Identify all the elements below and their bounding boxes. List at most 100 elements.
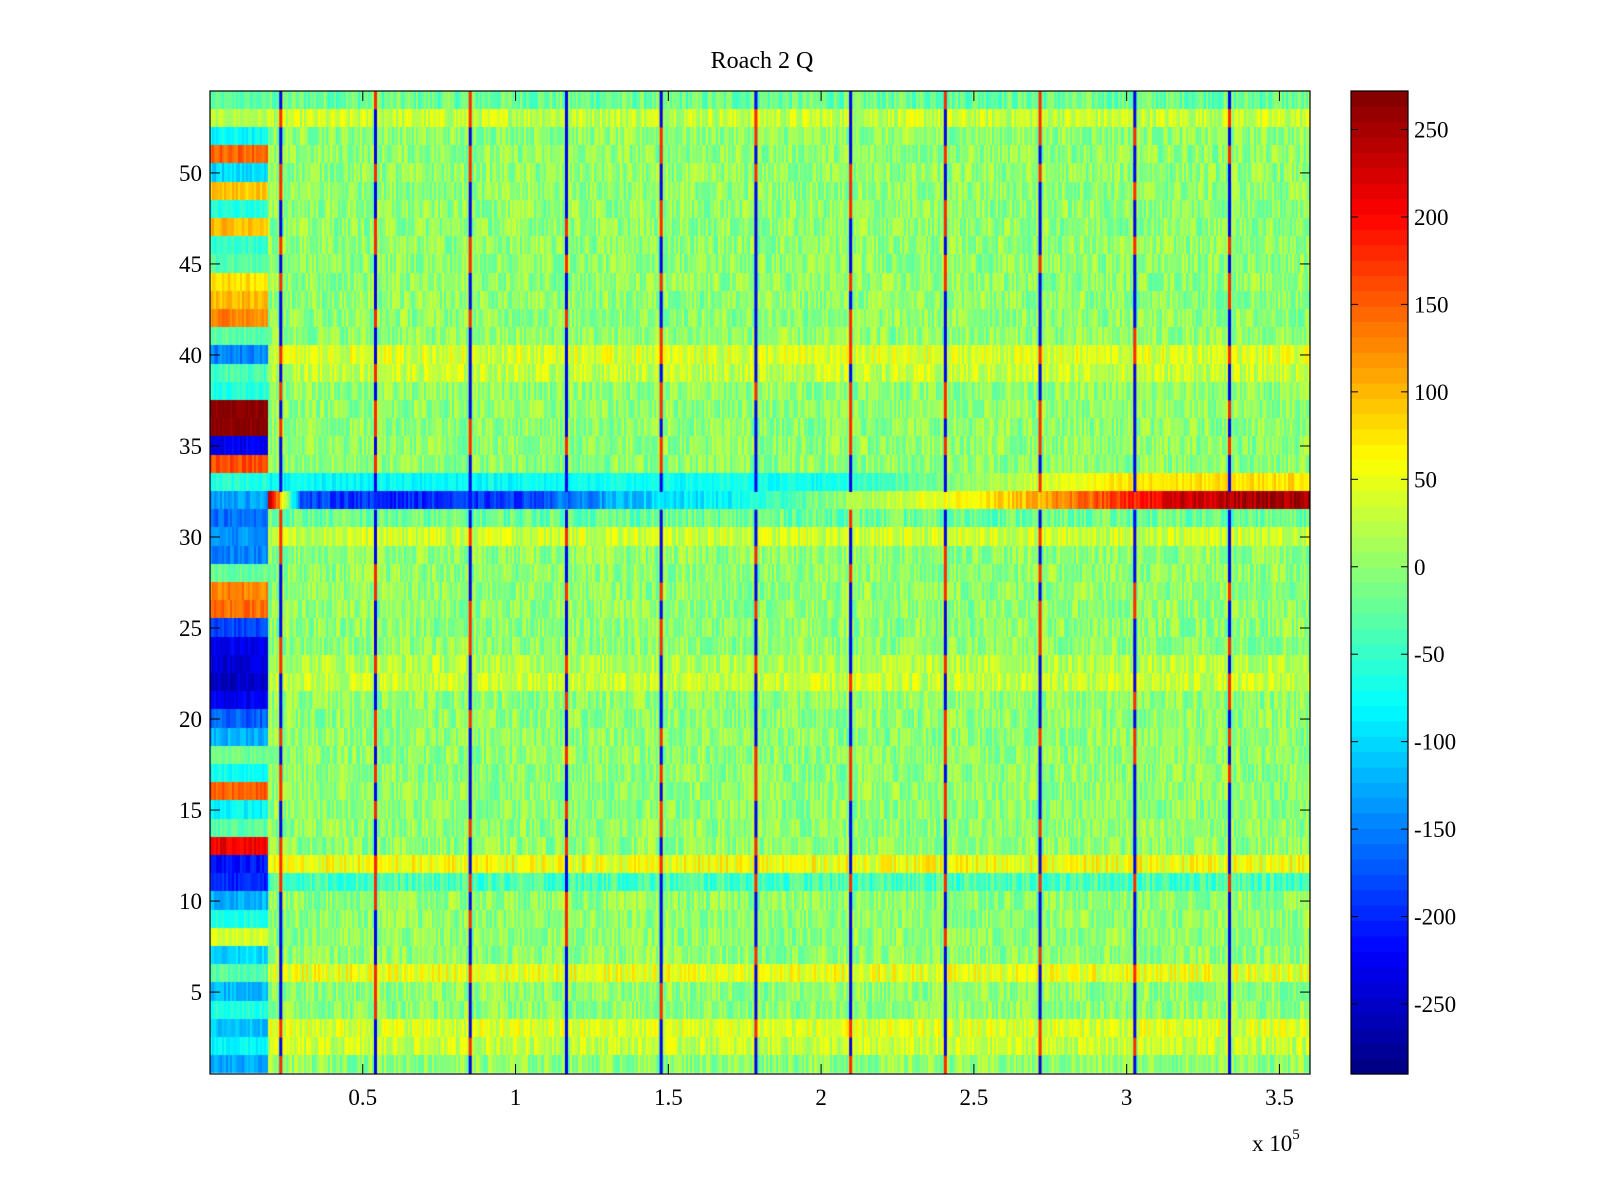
colorbar-band — [1351, 428, 1408, 445]
colorbar-band — [1351, 905, 1408, 922]
colorbar-band — [1351, 167, 1408, 184]
colorbar-band — [1351, 997, 1408, 1014]
colorbar-band — [1351, 1012, 1408, 1029]
colorbar-band — [1351, 137, 1408, 154]
colorbar-band — [1351, 981, 1408, 998]
colorbar-band — [1351, 444, 1408, 461]
colorbar-band — [1351, 367, 1408, 384]
colorbar-band — [1351, 720, 1408, 737]
colorbar-band — [1351, 858, 1408, 875]
colorbar-band — [1351, 382, 1408, 399]
colorbar-band — [1351, 1058, 1408, 1075]
colorbar-band — [1351, 413, 1408, 430]
colorbar-band — [1351, 106, 1408, 123]
colorbar-band — [1351, 198, 1408, 215]
colorbar-band — [1351, 920, 1408, 937]
y-tick-label: 45 — [179, 252, 202, 277]
colorbar-tick-label: 200 — [1414, 205, 1449, 230]
x-axis-multiplier: x 105 — [1252, 1127, 1300, 1156]
colorbar-tick-label: 50 — [1414, 467, 1437, 492]
colorbar-band — [1351, 690, 1408, 706]
colorbar-band — [1351, 290, 1408, 307]
colorbar-frame — [1350, 90, 1409, 1075]
colorbar-band — [1351, 736, 1408, 753]
colorbar-band — [1351, 521, 1408, 538]
chart-title: Roach 2 Q — [711, 48, 814, 74]
colorbar-tick-label: -200 — [1414, 905, 1456, 930]
y-tick-label: 40 — [179, 343, 202, 368]
plot-area: 0.5 1 1.5 2 2.5 3 3.5 5 10 15 20 25 30 35 40 45 50 x 10… — [179, 90, 1311, 1156]
colorbar-band — [1351, 582, 1408, 599]
colorbar-band — [1351, 874, 1408, 891]
colorbar-band — [1351, 459, 1408, 476]
colorbar-band — [1351, 1043, 1408, 1060]
colorbar-band — [1351, 643, 1408, 660]
colorbar-band — [1351, 935, 1408, 952]
colorbar-band — [1351, 536, 1408, 553]
colorbar-band — [1351, 751, 1408, 768]
colorbar-tick-label: 100 — [1414, 380, 1449, 405]
x-tick-label: 3.5 — [1265, 1085, 1294, 1110]
colorbar-band — [1351, 966, 1408, 983]
colorbar-tick-label: -100 — [1414, 730, 1456, 755]
colorbar-band — [1351, 843, 1408, 860]
colorbar-band — [1351, 797, 1408, 814]
colorbar-band — [1351, 505, 1408, 522]
colorbar-band — [1351, 567, 1408, 584]
y-tick-label: 25 — [179, 616, 202, 641]
colorbar-band — [1351, 244, 1408, 261]
colorbar-band — [1351, 705, 1408, 722]
colorbar-band — [1351, 951, 1408, 968]
colorbar-band — [1351, 183, 1408, 200]
colorbar-tick-label: -50 — [1414, 642, 1445, 667]
colorbar-axis: -250 -200 -150 -100 -50 0 50 100 150 200 250 — [1351, 117, 1456, 1017]
colorbar-band — [1351, 229, 1408, 246]
colorbar-tick-label: 0 — [1414, 555, 1426, 580]
colorbar-band — [1351, 352, 1408, 369]
x-axis: 0.5 1 1.5 2 2.5 3 3.5 — [348, 91, 1294, 1110]
colorbar: -250 -200 -150 -100 -50 0 50 100 150 200 250 — [1350, 90, 1456, 1075]
colorbar-band — [1351, 490, 1408, 507]
colorbar-tick-label: 250 — [1414, 117, 1449, 142]
y-tick-label: 10 — [179, 889, 202, 914]
colorbar-band — [1351, 398, 1408, 415]
colorbar-band — [1351, 321, 1408, 338]
colorbar-band — [1351, 766, 1408, 783]
colorbar-band — [1351, 1027, 1408, 1044]
colorbar-band — [1351, 91, 1408, 107]
colorbar-band — [1351, 659, 1408, 676]
colorbar-band — [1351, 782, 1408, 799]
colorbar-band — [1351, 121, 1408, 138]
colorbar-band — [1351, 474, 1408, 491]
colorbar-band — [1351, 259, 1408, 276]
plot-frame — [209, 90, 1311, 1075]
colorbar-band — [1351, 275, 1408, 292]
colorbar-band — [1351, 213, 1408, 230]
heatmap-image — [210, 91, 1310, 1074]
x-tick-label: 2 — [815, 1085, 827, 1110]
colorbar-band — [1351, 551, 1408, 568]
y-tick-label: 35 — [179, 434, 202, 459]
x-tick-label: 3 — [1121, 1085, 1133, 1110]
y-tick-label: 50 — [179, 161, 202, 186]
colorbar-band — [1351, 613, 1408, 630]
colorbar-band — [1351, 336, 1408, 353]
colorbar-gradient — [1351, 91, 1408, 1075]
x-tick-label: 2.5 — [960, 1085, 989, 1110]
x-tick-label: 1.5 — [654, 1085, 683, 1110]
y-axis: 5 10 15 20 25 30 35 40 45 50 — [179, 161, 1310, 1005]
y-tick-label: 20 — [179, 707, 202, 732]
colorbar-band — [1351, 889, 1408, 906]
x-tick-label: 0.5 — [348, 1085, 377, 1110]
colorbar-band — [1351, 674, 1408, 691]
colorbar-band — [1351, 152, 1408, 169]
colorbar-band — [1351, 812, 1408, 829]
colorbar-tick-label: -250 — [1414, 992, 1456, 1017]
y-tick-label: 5 — [191, 980, 203, 1005]
colorbar-band — [1351, 306, 1408, 322]
x-tick-label: 1 — [510, 1085, 522, 1110]
y-tick-label: 15 — [179, 798, 202, 823]
colorbar-band — [1351, 828, 1408, 845]
colorbar-tick-label: 150 — [1414, 292, 1449, 317]
